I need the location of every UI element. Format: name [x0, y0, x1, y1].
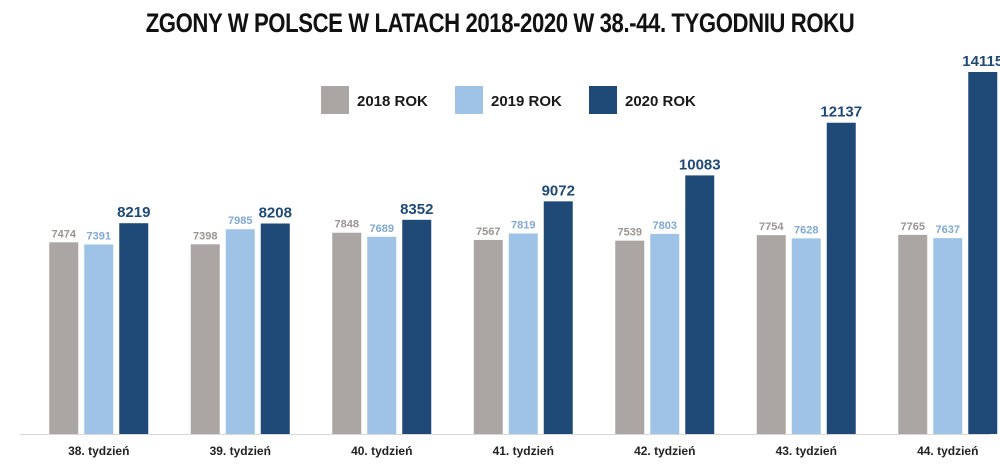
bar-2020-rok-41 — [543, 201, 573, 434]
value-label: 7848 — [335, 219, 359, 231]
x-tick-label: 40. tydzień — [351, 444, 412, 458]
value-label: 7985 — [228, 215, 252, 227]
value-label: 7803 — [653, 220, 677, 232]
bar-2019-rok-38 — [84, 244, 114, 434]
value-label: 7628 — [794, 224, 818, 236]
value-label: 7637 — [936, 224, 960, 236]
bar-2019-rok-42 — [650, 233, 680, 434]
value-label: 7567 — [476, 226, 500, 238]
legend-label: 2018 ROK — [357, 93, 428, 110]
value-label: 8219 — [117, 204, 150, 221]
value-label: 10083 — [679, 156, 721, 173]
value-label: 8208 — [259, 204, 292, 221]
x-tick-label: 43. tydzień — [776, 444, 837, 458]
value-label: 8352 — [400, 201, 433, 218]
bar-2020-rok-39 — [260, 223, 290, 434]
value-label: 7474 — [52, 228, 77, 240]
value-label: 7539 — [618, 227, 642, 239]
legend-label: 2019 ROK — [491, 93, 562, 110]
legend-swatch — [455, 86, 483, 114]
legend-swatch — [321, 86, 349, 114]
value-label: 7819 — [511, 219, 535, 231]
value-label: 7398 — [193, 230, 217, 242]
bar-2020-rok-40 — [402, 219, 432, 434]
bar-2019-rok-41 — [508, 233, 538, 434]
bar-2019-rok-39 — [225, 229, 255, 434]
value-label: 7765 — [901, 221, 925, 233]
bars-group — [49, 72, 998, 434]
bar-2018-rok-40 — [332, 232, 362, 434]
bar-2020-rok-43 — [826, 122, 856, 434]
bar-2019-rok-44 — [933, 238, 963, 434]
legend-label: 2020 ROK — [625, 93, 696, 110]
value-label: 7391 — [87, 230, 111, 242]
bar-2019-rok-43 — [791, 238, 821, 434]
x-tick-label: 44. tydzień — [917, 444, 978, 458]
value-labels-group: 7474 7391 8219 7398 7985 8208 7848 7689 8352 7567… — [52, 53, 1000, 242]
value-label: 7689 — [370, 223, 394, 235]
value-label: 14115 — [962, 53, 1000, 70]
value-label: 12137 — [820, 104, 862, 121]
legend-swatch — [589, 86, 617, 114]
bar-2020-rok-38 — [119, 223, 149, 434]
x-tick-label: 38. tydzień — [68, 444, 129, 458]
bar-2019-rok-40 — [367, 236, 397, 434]
bar-2020-rok-42 — [685, 175, 715, 434]
bar-2018-rok-38 — [49, 242, 79, 434]
value-label: 9072 — [542, 182, 575, 199]
bar-2018-rok-42 — [615, 240, 645, 434]
bar-2018-rok-44 — [898, 234, 928, 434]
legend: 2018 ROK 2019 ROK 2020 ROK — [321, 86, 696, 114]
x-tick-label: 42. tydzień — [634, 444, 695, 458]
x-tick-label: 41. tydzień — [493, 444, 554, 458]
bar-2018-rok-43 — [756, 235, 786, 434]
chart-title: ZGONY W POLSCE W LATACH 2018-2020 W 38.-… — [145, 8, 855, 38]
bar-2018-rok-41 — [473, 239, 503, 434]
bar-2018-rok-39 — [190, 244, 220, 434]
bar-2020-rok-44 — [968, 72, 998, 434]
x-tick-labels-group: 38. tydzień 39. tydzień 40. tydzień 41. tyd… — [68, 444, 978, 458]
x-tick-label: 39. tydzień — [210, 444, 271, 458]
value-label: 7754 — [759, 221, 784, 233]
